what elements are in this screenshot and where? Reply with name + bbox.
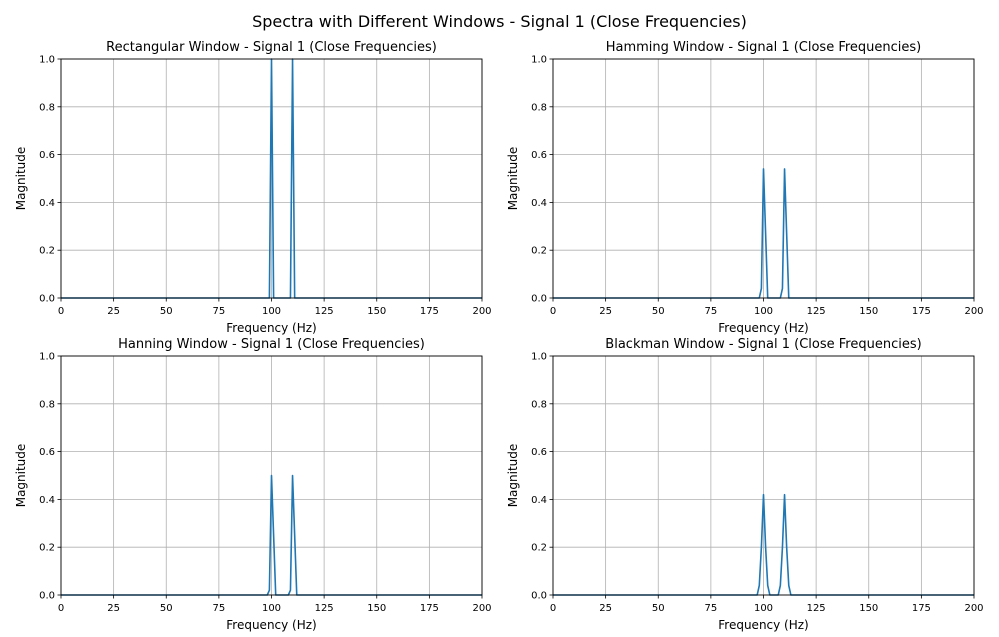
x-tick-label: 0	[550, 306, 556, 317]
subplot-title: Hanning Window - Signal 1 (Close Frequen…	[118, 337, 425, 352]
subplot-grid: 0 25 50 75 100 125 150 175 200 0.0 0.2 0.4 0.6 0.8 1.0…	[14, 40, 984, 632]
y-tick-label: 0.4	[39, 198, 55, 209]
y-tick-label: 1.0	[39, 55, 55, 66]
y-tick-label: 0.4	[39, 495, 55, 506]
x-tick-label: 150	[367, 603, 386, 614]
y-tick-label: 0.4	[531, 495, 547, 506]
y-tick-label: 1.0	[531, 55, 547, 66]
x-tick-label: 125	[315, 306, 334, 317]
x-tick-label: 75	[705, 306, 718, 317]
x-tick-label: 175	[912, 603, 931, 614]
x-tick-label: 0	[550, 603, 556, 614]
y-tick-label: 0.0	[531, 294, 547, 305]
x-tick-label: 150	[859, 306, 878, 317]
subplot-2: 0 25 50 75 100 125 150 175 200 0.0 0.2 0.4 0.6 0.8 1.0…	[506, 40, 984, 335]
x-tick-label: 125	[807, 306, 826, 317]
subplot-3: 0 25 50 75 100 125 150 175 200 0.0 0.2 0.4 0.6 0.8 1.0…	[14, 337, 492, 632]
x-tick-label: 200	[472, 306, 491, 317]
y-tick-label: 0.0	[39, 294, 55, 305]
y-tick-label: 0.2	[531, 543, 547, 554]
y-tick-label: 0.0	[531, 591, 547, 602]
y-tick-label: 0.8	[39, 399, 55, 410]
y-axis-label: Magnitude	[14, 147, 28, 211]
subplot-title: Blackman Window - Signal 1 (Close Freque…	[605, 337, 921, 352]
x-tick-label: 75	[213, 306, 226, 317]
y-axis-label: Magnitude	[506, 147, 520, 211]
x-axis-label: Frequency (Hz)	[226, 321, 317, 335]
x-tick-label: 75	[213, 603, 226, 614]
x-tick-label: 200	[964, 306, 983, 317]
subplot-4: 0 25 50 75 100 125 150 175 200 0.0 0.2 0.4 0.6 0.8 1.0…	[506, 337, 984, 632]
x-axis-label: Frequency (Hz)	[718, 618, 809, 632]
x-tick-label: 100	[262, 603, 281, 614]
x-tick-label: 0	[58, 603, 64, 614]
x-tick-label: 175	[420, 306, 439, 317]
x-tick-label: 125	[315, 603, 334, 614]
y-tick-label: 0.8	[531, 102, 547, 113]
x-tick-label: 25	[107, 306, 120, 317]
subplot-title: Hamming Window - Signal 1 (Close Frequen…	[606, 40, 922, 55]
x-tick-label: 100	[754, 603, 773, 614]
x-tick-label: 50	[160, 306, 173, 317]
y-tick-label: 0.8	[39, 102, 55, 113]
y-tick-label: 0.6	[39, 447, 55, 458]
y-tick-label: 1.0	[39, 352, 55, 363]
x-tick-label: 125	[807, 603, 826, 614]
x-tick-label: 75	[705, 603, 718, 614]
y-tick-label: 1.0	[531, 352, 547, 363]
figure-suptitle: Spectra with Different Windows - Signal …	[252, 12, 747, 31]
y-tick-label: 0.4	[531, 198, 547, 209]
x-axis-label: Frequency (Hz)	[226, 618, 317, 632]
y-tick-label: 0.6	[39, 150, 55, 161]
x-tick-label: 100	[754, 306, 773, 317]
x-tick-label: 0	[58, 306, 64, 317]
y-axis-label: Magnitude	[14, 444, 28, 508]
x-tick-label: 50	[652, 603, 665, 614]
x-tick-label: 25	[107, 603, 120, 614]
x-axis-label: Frequency (Hz)	[718, 321, 809, 335]
y-tick-label: 0.2	[531, 246, 547, 257]
subplot-title: Rectangular Window - Signal 1 (Close Fre…	[106, 40, 437, 55]
y-tick-label: 0.6	[531, 150, 547, 161]
subplot-1: 0 25 50 75 100 125 150 175 200 0.0 0.2 0.4 0.6 0.8 1.0…	[14, 40, 492, 335]
x-tick-label: 25	[599, 306, 612, 317]
x-tick-label: 100	[262, 306, 281, 317]
y-tick-label: 0.0	[39, 591, 55, 602]
y-tick-label: 0.8	[531, 399, 547, 410]
x-tick-label: 50	[160, 603, 173, 614]
y-tick-label: 0.2	[39, 543, 55, 554]
x-tick-label: 175	[420, 603, 439, 614]
y-tick-label: 0.2	[39, 246, 55, 257]
x-tick-label: 175	[912, 306, 931, 317]
x-tick-label: 150	[859, 603, 878, 614]
x-tick-label: 25	[599, 603, 612, 614]
x-tick-label: 200	[964, 603, 983, 614]
y-axis-label: Magnitude	[506, 444, 520, 508]
x-tick-label: 50	[652, 306, 665, 317]
y-tick-label: 0.6	[531, 447, 547, 458]
x-tick-label: 200	[472, 603, 491, 614]
x-tick-label: 150	[367, 306, 386, 317]
